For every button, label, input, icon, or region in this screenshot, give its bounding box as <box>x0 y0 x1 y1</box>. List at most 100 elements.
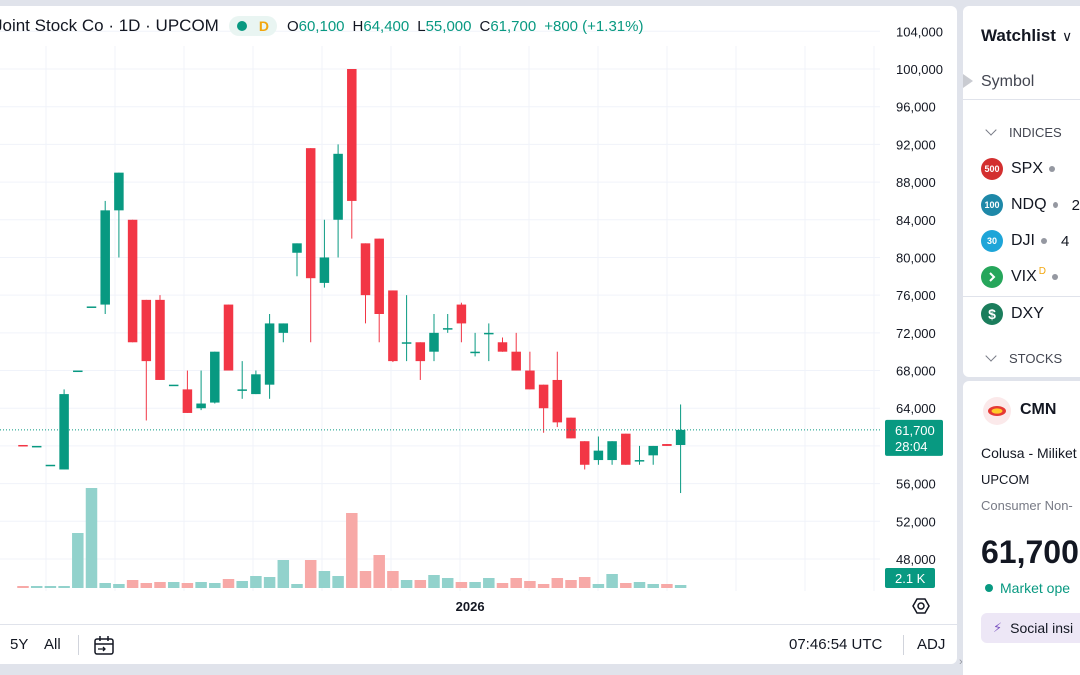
last-price-label: 61,700 <box>895 423 935 438</box>
open-value: 60,100 <box>298 17 345 35</box>
dxy-icon: $ <box>981 303 1003 325</box>
candle-body <box>196 403 206 409</box>
volume-bar <box>195 582 207 588</box>
chevron-right-icon[interactable]: › <box>959 656 963 668</box>
candle-body <box>31 445 42 448</box>
details-company-name: Colusa - Miliket <box>981 445 1077 461</box>
row-symbol: VIX <box>1011 268 1037 285</box>
watchlist-row-ndq[interactable]: 100 NDQ 2 <box>981 190 1080 220</box>
toolbar-divider <box>78 635 79 655</box>
volume-bar <box>236 581 248 588</box>
y-tick-label: 96,000 <box>896 100 936 115</box>
row-last-value: 2 <box>1071 196 1080 214</box>
adjust-data-button[interactable]: ADJ <box>917 636 946 653</box>
clock-readout[interactable]: 07:46:54 UTC <box>789 636 883 653</box>
candle-body <box>621 433 631 465</box>
last-price-tag <box>885 419 943 456</box>
volume-bar <box>606 574 618 588</box>
section-stocks[interactable]: STOCKS <box>985 350 1062 366</box>
candle-body <box>18 444 28 447</box>
candle-body <box>634 460 645 462</box>
volume-bar <box>674 585 687 588</box>
price-chart[interactable]: 48,00052,00056,00060,00064,00068,00072,0… <box>0 6 957 624</box>
volume-bar <box>126 580 139 588</box>
volume-bar <box>661 584 673 588</box>
row-last-value: 4 <box>1061 232 1070 250</box>
watchlist-row-spx[interactable]: 500 SPX <box>981 154 1080 184</box>
candle-body <box>360 243 371 296</box>
market-open-dot <box>236 21 247 31</box>
volume-bar <box>250 576 262 588</box>
details-exchange: UPCOM <box>981 472 1030 487</box>
symbol-title[interactable]: Joint Stock Co · 1D · UPCOM <box>0 16 219 35</box>
date-range-icon[interactable] <box>92 635 116 657</box>
y-tick-label: 76,000 <box>896 288 936 303</box>
change-value: +800 (+1.31%) <box>544 17 644 35</box>
watchlist-title[interactable]: Watchlist ∨ <box>981 26 1072 46</box>
candle-body <box>127 219 138 343</box>
volume-bar <box>647 584 659 588</box>
chart-panel[interactable]: 48,00052,00056,00060,00064,00068,00072,0… <box>0 6 957 664</box>
range-5y-button[interactable]: 5Y <box>10 636 29 653</box>
social-insights-button[interactable]: ⚡ Social insi <box>981 613 1080 643</box>
open-label: O <box>286 17 299 35</box>
volume-bar <box>277 560 290 588</box>
volume-bar <box>99 583 111 588</box>
chart-legend: Joint Stock Co · 1D · UPCOM D O60,100 H6… <box>0 14 643 38</box>
chart-settings-icon[interactable] <box>911 596 931 616</box>
volume-bar <box>496 583 509 588</box>
delayed-badge: D <box>1038 265 1047 277</box>
chevron-right-icon <box>989 272 996 282</box>
row-symbol: DJI <box>1011 232 1035 249</box>
watchlist-title-label: Watchlist <box>981 26 1056 45</box>
candle-body <box>347 69 357 201</box>
candle-body <box>511 351 521 371</box>
details-sector[interactable]: Consumer Non- <box>981 498 1073 513</box>
volume-bar <box>304 560 317 588</box>
watchlist-row-vix[interactable]: VIX D <box>981 262 1080 292</box>
volume-bar <box>524 581 536 588</box>
candle-body <box>251 374 261 395</box>
volume-bar <box>455 582 468 588</box>
volume-bar <box>373 555 385 588</box>
details-symbol[interactable]: CMN <box>1020 401 1057 418</box>
candle-body <box>662 444 672 446</box>
status-badges[interactable]: D <box>228 16 277 36</box>
status-dot-icon <box>1052 202 1058 208</box>
dji-icon: 30 <box>981 230 1003 252</box>
candle-body <box>333 153 343 220</box>
chevron-down-icon <box>985 124 997 136</box>
candle-body <box>305 148 316 279</box>
volume-bar <box>209 583 221 588</box>
section-indices[interactable]: INDICES <box>985 124 1062 140</box>
volume-bar <box>181 583 194 588</box>
delayed-badge: D <box>258 18 269 34</box>
y-tick-label: 48,000 <box>896 552 936 567</box>
candle-body <box>566 417 576 439</box>
candle-body <box>525 370 535 390</box>
candle-body <box>456 304 467 324</box>
symbol-column-header[interactable]: Symbol <box>963 66 1080 100</box>
volume-bar <box>72 533 84 588</box>
candle-body <box>388 290 398 362</box>
candle-body <box>45 464 56 467</box>
close-label: C <box>479 17 491 35</box>
watchlist-row-dji[interactable]: 30 DJI 4 <box>981 226 1080 256</box>
volume-bar <box>510 578 522 588</box>
volume-bar <box>400 580 413 588</box>
y-tick-label: 92,000 <box>896 137 936 152</box>
range-all-button[interactable]: All <box>44 636 61 653</box>
candle-body <box>278 323 289 333</box>
market-status: Market ope <box>985 580 1070 596</box>
watchlist-row-dxy[interactable]: $ DXY <box>981 299 1080 329</box>
candle-body <box>607 441 617 461</box>
status-dot-icon <box>1052 274 1059 280</box>
candle-body <box>210 351 220 403</box>
volume-label: 2.1 K <box>895 571 926 586</box>
volume-bar <box>167 582 180 588</box>
volume-bar <box>359 571 372 588</box>
candle-body <box>401 342 412 344</box>
candle-body <box>182 389 193 413</box>
volume-bar <box>551 578 564 588</box>
volume-bar <box>428 575 440 588</box>
